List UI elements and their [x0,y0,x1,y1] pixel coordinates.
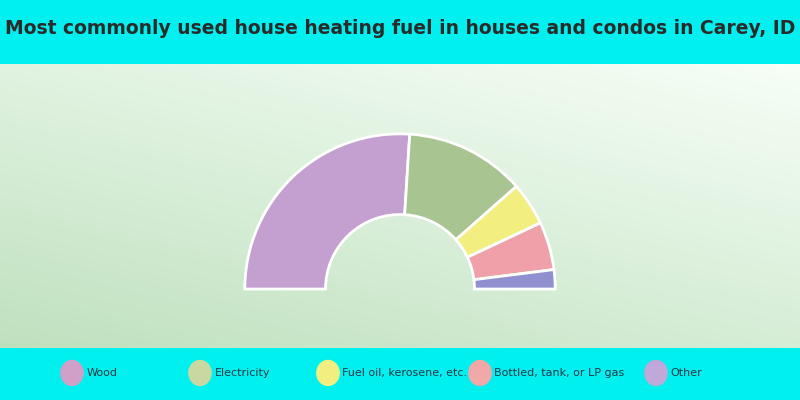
Text: Electricity: Electricity [214,368,270,378]
Ellipse shape [61,360,83,386]
Ellipse shape [645,360,667,386]
Text: Wood: Wood [86,368,118,378]
Text: Bottled, tank, or LP gas: Bottled, tank, or LP gas [494,368,625,378]
Text: Most commonly used house heating fuel in houses and condos in Carey, ID: Most commonly used house heating fuel in… [5,19,795,38]
Wedge shape [245,134,410,289]
Ellipse shape [317,360,339,386]
Text: Fuel oil, kerosene, etc.: Fuel oil, kerosene, etc. [342,368,467,378]
Ellipse shape [469,360,491,386]
Wedge shape [467,223,554,280]
Wedge shape [405,134,517,240]
Text: Other: Other [670,368,702,378]
Ellipse shape [189,360,211,386]
Wedge shape [474,270,555,289]
Wedge shape [456,186,541,257]
